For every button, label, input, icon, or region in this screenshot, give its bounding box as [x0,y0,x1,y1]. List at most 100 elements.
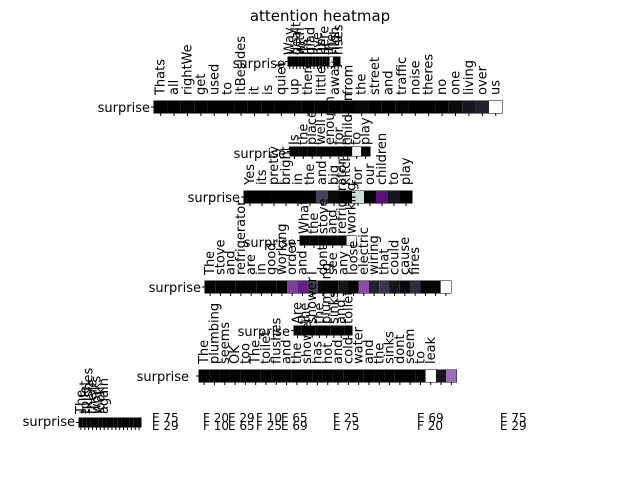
source-token-2: to [350,132,365,145]
target-token-4: and [362,340,377,364]
target-strip-4-cell [425,370,436,382]
query-strip-1-cell [312,57,316,66]
source-token-2: well [314,119,329,145]
target-strip-3-cell [235,281,246,293]
target-token-4: has [310,341,325,364]
target-strip-1-cell [314,101,329,113]
pair-label-top: E 69 [417,411,444,425]
target-strip-4-cell [332,370,344,382]
source-token-1: I [307,51,322,55]
source-token-4: shower [305,276,320,324]
target-token-1: street [368,57,383,95]
target-strip-4-cell [394,370,405,382]
target-token-1: over [475,65,490,95]
query-strip-4-cell [301,326,309,335]
target-strip-3-cell [348,281,359,293]
query-strip-5-cell [121,418,126,427]
source-token-5: again [97,378,112,414]
source-token-1: with [293,27,308,55]
source-token-5: there [86,380,101,414]
target-strip-3-cell [328,281,339,293]
source-token-3: refrigerator [335,159,350,234]
target-token-3: working [275,223,290,275]
source-token-4: Are [291,302,306,324]
target-token-1: noise [408,60,423,95]
query-strip-5-cell [102,418,107,427]
source-token-1: dealt [290,22,305,55]
query-strip-1-cell [336,57,340,66]
query-strip-4-cell [337,326,345,335]
target-strip-1-cell [489,101,503,113]
pair-label-bottom: F 10 [203,419,229,433]
target-token-1: and [382,71,397,95]
pair-label-bottom: E 29 [152,419,179,433]
source-token-5: works [89,376,104,414]
pair-label-top: E 29 [228,411,255,425]
source-token-4: sinks [327,291,342,324]
query-strip-1-cell [319,57,323,66]
target-token-2: to [387,172,402,185]
target-token-4: cold [341,337,356,364]
target-strip-1-cell [381,101,396,113]
target-token-4: the [372,343,387,364]
target-strip-3-cell [389,281,400,293]
target-strip-4-cell [281,370,292,382]
target-strip-2-cell [340,191,352,203]
target-token-4: and [331,340,346,364]
query-strip-5-cell [79,418,83,427]
target-strip-3-cell [297,281,308,293]
target-token-1: up [288,79,303,96]
target-strip-3-cell [399,281,410,293]
source-token-1: live [310,32,325,55]
target-strip-2-cell [268,191,280,203]
target-strip-4-cell [446,370,457,382]
pair-label-bottom: F 25 [256,419,282,433]
source-token-1: Way [283,27,298,55]
target-strip-2-cell [364,191,376,203]
query-strip-1-cell [322,57,327,66]
source-token-1: in [321,43,336,55]
target-strip-3-cell [205,281,216,293]
query-strip-4-cell [315,326,323,335]
query-strip-2-cell [352,147,362,156]
pair-label-bottom: E 29 [500,419,527,433]
target-strip-1-cell [221,101,235,113]
source-token-3: working [344,182,359,234]
target-strip-1-cell [448,101,463,113]
query-strip-5-cell [137,418,141,427]
query-strip-5-cell [86,418,91,427]
target-token-4: seems [218,322,233,364]
target-strip-4-cell [250,370,261,382]
target-strip-1-cell [288,101,302,113]
source-token-5: look [93,386,108,414]
target-token-4: hot [321,343,336,364]
target-token-3: order [285,240,300,275]
target-strip-3-cell [358,281,369,293]
query-strip-1-cell [308,57,313,66]
pair-label-top: E 65 [281,411,308,425]
query-strip-1-cell [291,57,295,66]
pair-label-top: E 75 [152,411,179,425]
target-token-2: our [363,163,378,185]
target-strip-3-cell [317,281,328,293]
source-token-4: plumbing [320,263,335,324]
target-token-1: the [355,74,370,95]
row-label-query-3: surprise [244,236,296,251]
pair-label-bottom: E 75 [333,419,360,433]
query-strip-2-cell [361,147,370,156]
target-token-4: flushes [269,318,284,364]
target-strip-3-cell [276,281,287,293]
query-strip-4-cell [323,326,331,335]
target-token-2: bright [279,146,294,185]
target-token-4: plumbing [207,303,222,364]
query-strip-5-cell [94,418,99,427]
target-strip-2-cell [376,191,388,203]
target-token-3: stove [213,239,228,275]
target-strip-3-cell [287,281,298,293]
source-token-3: stove [316,198,331,234]
pair-label-bottom: F 20 [417,419,443,433]
target-token-1: there [301,61,316,95]
target-token-4: the [290,343,305,364]
target-token-4: shower [300,316,315,364]
